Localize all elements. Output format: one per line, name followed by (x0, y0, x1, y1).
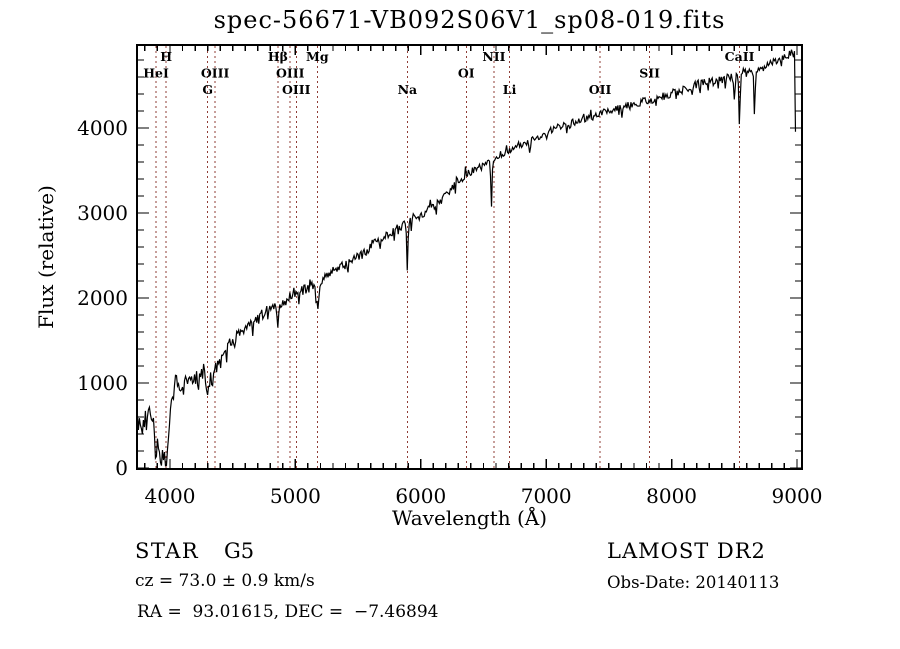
svg-text:OI: OI (458, 66, 475, 81)
object-class-text: STAR (135, 539, 200, 563)
y-axis-label: Flux (relative) (34, 185, 58, 329)
x-axis-label: Wavelength (Å) (391, 506, 548, 530)
svg-text:CaII: CaII (725, 49, 755, 64)
spectrum-trace (136, 49, 797, 467)
svg-text:Hβ: Hβ (268, 49, 288, 64)
svg-text:4000: 4000 (77, 116, 128, 140)
svg-text:6000: 6000 (395, 484, 446, 508)
svg-text:0: 0 (115, 456, 128, 480)
obs-date-text: Obs-Date: 20140113 (607, 573, 780, 592)
svg-text:1000: 1000 (77, 371, 128, 395)
svg-text:H: H (160, 49, 172, 64)
ra-dec-text: RA = 93.01615, DEC = −7.46894 (137, 602, 439, 622)
svg-text:4000: 4000 (145, 484, 196, 508)
svg-text:8000: 8000 (646, 484, 697, 508)
object-subclass-text: G5 (224, 539, 255, 563)
svg-text:OIII: OIII (282, 82, 311, 97)
cz-velocity-text: cz = 73.0 ± 0.9 km/s (135, 571, 315, 591)
svg-text:OII: OII (589, 82, 612, 97)
svg-text:5000: 5000 (270, 484, 321, 508)
svg-text:9000: 9000 (772, 484, 823, 508)
survey-release-text: LAMOST DR2 (607, 539, 766, 563)
svg-text:OIII: OIII (276, 66, 305, 81)
plot-frame (136, 44, 803, 470)
svg-text:G: G (202, 82, 213, 97)
tick-labels: 4000 5000 6000 7000 8000 9000 0 1000 2000 3000 400… (77, 116, 822, 508)
svg-text:NII: NII (482, 49, 505, 64)
svg-text:7000: 7000 (521, 484, 572, 508)
svg-text:SII: SII (639, 66, 660, 81)
svg-text:Mg: Mg (306, 49, 329, 64)
svg-text:Na: Na (398, 82, 418, 97)
svg-text:2000: 2000 (77, 286, 128, 310)
spectrum-curve (136, 49, 797, 467)
svg-text:HeI: HeI (143, 66, 169, 81)
svg-text:OIII: OIII (201, 66, 230, 81)
spectral-line-markers (155, 46, 741, 468)
svg-text:Li: Li (503, 82, 517, 97)
plot-title: spec-56671-VB092S06V1_sp08-019.fits (213, 6, 726, 34)
svg-text:3000: 3000 (77, 201, 128, 225)
axis-ticks (138, 46, 801, 469)
